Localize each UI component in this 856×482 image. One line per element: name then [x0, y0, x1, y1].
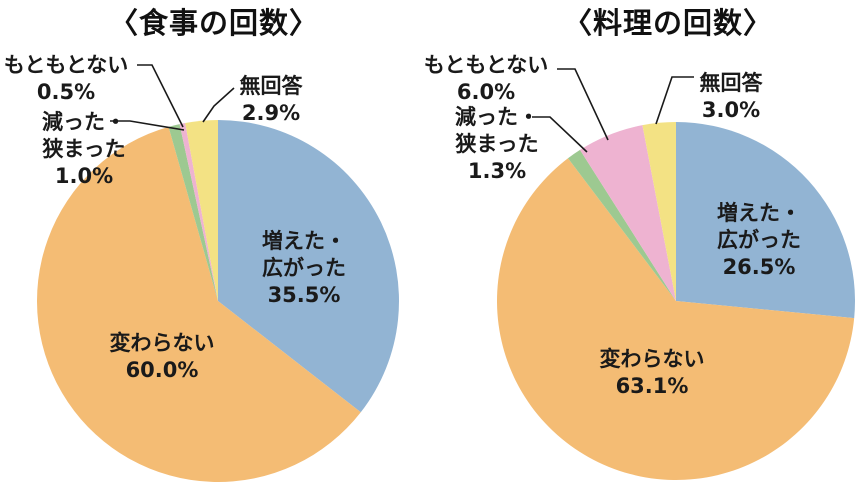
leader-line-meal-decreased [110, 120, 185, 131]
leader-line-cooking-never-had [557, 68, 609, 141]
callout-cooking-never-had: もともとない 6.0% [423, 53, 549, 104]
chart-title-cooking-count: 〈料理の回数〉 [562, 6, 774, 40]
slice-label-cooking-unchanged: 変わらない 63.1% [599, 347, 705, 398]
leader-line-cooking-decreased [532, 116, 588, 153]
pie-slice-unchanged [496, 158, 855, 481]
slice-label-meal-unchanged: 変わらない 60.0% [109, 331, 215, 382]
pie-slice-unchanged [37, 126, 361, 482]
meal-count-pie [37, 120, 400, 482]
pie-slice-decreased [567, 149, 676, 301]
slice-label-cooking-increased: 増えた・ 広がった 26.5% [717, 201, 801, 279]
pie-slice-never-had [179, 123, 218, 301]
pie-slice-never-had [580, 125, 676, 301]
callout-meal-never-had: もともとない 0.5% [3, 53, 129, 104]
slice-label-meal-increased: 増えた・ 広がった 35.5% [262, 229, 346, 307]
chart-title-meal-count: 〈食事の回数〉 [108, 6, 320, 40]
callout-cooking-no-answer: 無回答 3.0% [699, 71, 763, 122]
leader-line-meal-no-answer [202, 87, 235, 123]
callout-meal-decreased: 減った・ 狭まった 1.0% [42, 110, 126, 188]
pie-slice-no-answer [642, 122, 676, 301]
pie-slice-increased [218, 120, 400, 413]
pie-slice-no-answer [185, 120, 218, 301]
callout-cooking-decreased: 減った・ 狭まった 1.3% [455, 105, 539, 183]
pie-slice-increased [676, 122, 855, 319]
cooking-count-pie [496, 122, 855, 481]
leader-line-meal-never-had [137, 64, 184, 128]
leader-line-cooking-no-answer [655, 76, 694, 125]
pie-slice-decreased [168, 124, 218, 301]
callout-meal-no-answer: 無回答 2.9% [239, 74, 303, 125]
